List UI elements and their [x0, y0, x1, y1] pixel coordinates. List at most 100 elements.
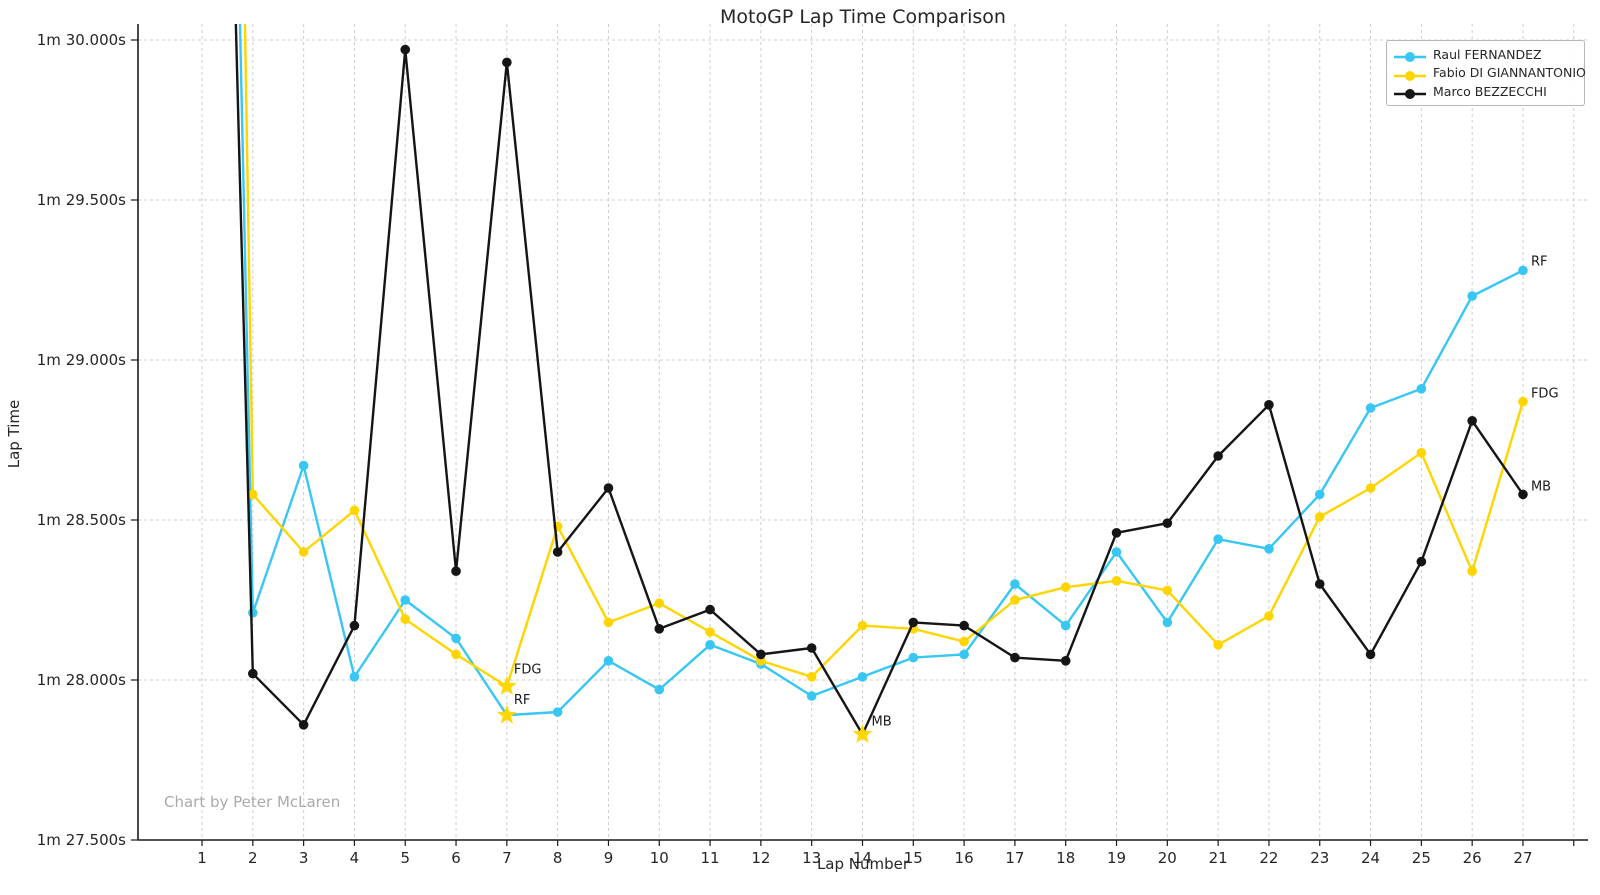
data-point-mb [1416, 556, 1427, 567]
data-point-mb [603, 483, 614, 493]
data-point-mb [1264, 400, 1274, 410]
x-tick-label: 25 [1412, 849, 1431, 867]
x-tick-label: 2 [248, 849, 258, 867]
annotation-label-mb: MB [871, 714, 891, 729]
data-point-fdg [603, 617, 614, 628]
data-point-rf [1518, 265, 1528, 276]
data-point-rf [1111, 547, 1122, 557]
data-point-fdg [654, 598, 665, 608]
x-tick-label: 7 [502, 849, 512, 867]
x-tick-label: 12 [751, 849, 770, 867]
data-point-mb [1314, 579, 1325, 589]
data-point-mb [451, 566, 461, 576]
x-tick-label: 16 [955, 849, 974, 867]
x-axis-title: Lap Number [816, 855, 910, 873]
x-tick-label: 26 [1463, 849, 1482, 867]
legend-label: Fabio DI GIANNANTONIO [1433, 65, 1586, 81]
data-point-rf [400, 595, 411, 605]
x-tick-label: 1 [197, 849, 207, 867]
data-point-mb [1060, 656, 1071, 666]
x-tick-label: 22 [1259, 849, 1278, 867]
data-point-fdg [1010, 595, 1020, 605]
data-point-rf [1010, 579, 1020, 589]
data-point-rf [1467, 291, 1477, 301]
data-point-rf [1314, 489, 1325, 500]
data-point-mb [756, 649, 766, 660]
best-lap-star-mb [852, 723, 873, 743]
x-tick-label: 27 [1513, 849, 1532, 867]
data-point-rf [1213, 534, 1223, 544]
data-point-fdg [1518, 396, 1528, 407]
x-tick-label: 23 [1310, 849, 1329, 867]
data-point-mb [1010, 652, 1020, 663]
x-tick-label: 15 [904, 849, 923, 867]
y-tick-label: 1m 28.500s [37, 511, 126, 529]
data-point-rf [451, 633, 461, 644]
data-point-fdg [1365, 483, 1376, 493]
data-point-mb [400, 44, 411, 55]
x-tick-label: 24 [1361, 849, 1380, 867]
data-point-mb [806, 643, 817, 653]
data-point-rf [298, 460, 309, 471]
annotation-label-fdg: FDG [514, 662, 542, 677]
data-point-mb [298, 720, 309, 730]
data-point-fdg [1314, 512, 1325, 522]
data-point-fdg [248, 489, 258, 500]
data-point-mb [1518, 489, 1528, 500]
data-point-mb [248, 668, 258, 679]
data-point-rf [1264, 544, 1274, 554]
x-tick-label: 14 [853, 849, 872, 867]
y-tick-label: 1m 30.000s [37, 31, 126, 49]
data-point-rf [552, 707, 563, 717]
data-point-fdg [1467, 566, 1477, 576]
data-point-fdg [451, 649, 461, 660]
annotation-label-rf: RF [514, 693, 531, 708]
data-point-mb [1365, 649, 1376, 660]
data-point-mb [552, 547, 563, 557]
data-point-fdg [705, 627, 715, 637]
data-point-mb [1162, 518, 1173, 528]
legend-item-fdg: Fabio DI GIANNANTONIO [1393, 64, 1586, 83]
data-point-rf [959, 649, 969, 660]
x-tick-label: 8 [553, 849, 563, 867]
legend-marker-rf [1393, 48, 1427, 63]
data-point-fdg [1060, 582, 1071, 592]
watermark-credit: Chart by Peter McLaren [164, 793, 341, 811]
x-tick-label: 19 [1107, 849, 1126, 867]
annotation-label-fdg: FDG [1531, 387, 1559, 402]
x-tick-label: 5 [400, 849, 410, 867]
data-point-rf [654, 684, 665, 695]
data-point-rf [908, 652, 919, 663]
data-point-fdg [857, 620, 868, 631]
chart-title: MotoGP Lap Time Comparison [720, 6, 1006, 28]
x-tick-label: 9 [604, 849, 614, 867]
x-tick-label: 4 [350, 849, 360, 867]
data-point-fdg [1213, 640, 1223, 650]
annotation-label-mb: MB [1531, 479, 1551, 494]
data-point-mb [1111, 528, 1122, 538]
y-tick-label: 1m 28.000s [37, 671, 126, 689]
data-point-mb [705, 604, 715, 615]
data-point-mb [1213, 451, 1223, 461]
data-point-rf [1162, 617, 1173, 628]
data-point-fdg [806, 672, 817, 682]
y-axis-title: Lap Time [5, 399, 23, 469]
legend-label: Raul FERNANDEZ [1433, 46, 1542, 62]
x-tick-label: 3 [299, 849, 309, 867]
x-tick-label: 17 [1005, 849, 1024, 867]
legend-item-rf: Raul FERNANDEZ [1393, 45, 1578, 64]
annotation-label-rf: RF [1531, 254, 1548, 269]
legend-marker-mb [1393, 85, 1427, 100]
legend: Raul FERNANDEZ Fabio DI GIANNANTONIO Marco… [1386, 40, 1586, 106]
data-point-rf [248, 608, 258, 618]
data-point-fdg [349, 505, 360, 516]
legend-marker-fdg [1393, 67, 1427, 81]
legend-item-mb: Marco BEZZECCHI [1393, 82, 1578, 101]
data-point-rf [1365, 403, 1376, 413]
data-point-mb [1467, 416, 1477, 426]
x-tick-label: 18 [1056, 849, 1075, 867]
y-tick-label: 1m 27.500s [37, 831, 126, 849]
data-point-fdg [959, 636, 969, 647]
